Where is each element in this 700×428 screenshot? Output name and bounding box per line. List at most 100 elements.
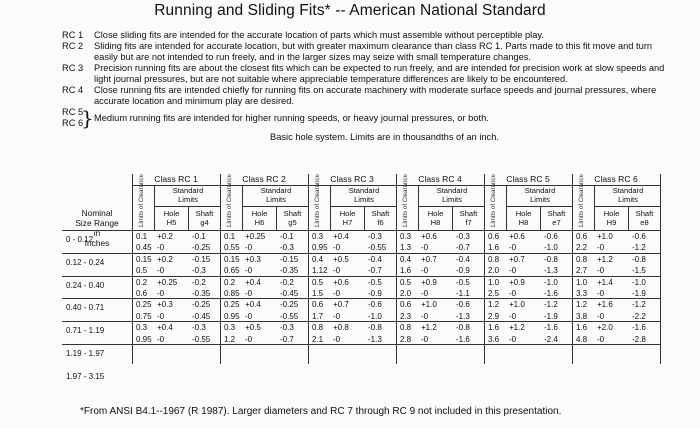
table-rule bbox=[154, 185, 155, 230]
table-cell: 0.45 bbox=[136, 243, 152, 253]
hole-grade: H6 bbox=[254, 218, 265, 227]
footnote: *From ANSI B4.1--1967 (R 1987). Larger d… bbox=[80, 406, 562, 417]
table-cell: -0.1 bbox=[192, 232, 206, 241]
table-cell: +0.3 bbox=[157, 300, 173, 310]
shaft-label: Shaft bbox=[635, 209, 654, 218]
definition-code: RC 6 bbox=[62, 118, 84, 128]
brace-glyph: } bbox=[81, 106, 94, 130]
definition-text: Medium running fits are intended for hig… bbox=[94, 113, 489, 123]
definition-text: Close sliding fits are intended for the … bbox=[94, 30, 544, 40]
table-cell: 2.3 bbox=[400, 311, 412, 321]
table-cell: -0 bbox=[597, 243, 605, 253]
fit-table: Nominal Size Range in Inches Class RC 1 L… bbox=[62, 174, 682, 402]
table-cell: 2.5 bbox=[488, 289, 500, 298]
limits-of-clearance-label: Limits of Clearance bbox=[490, 174, 497, 227]
table-cell: -0 bbox=[333, 334, 341, 344]
table-cell: 0.3 bbox=[224, 323, 236, 333]
table-cell: -0 bbox=[509, 311, 517, 321]
table-cell: -0 bbox=[157, 334, 165, 344]
table-cell: -0.3 bbox=[368, 232, 382, 241]
hole-grade: H5 bbox=[166, 218, 177, 227]
table-cell: +0.6 bbox=[509, 232, 525, 241]
table-rule bbox=[154, 206, 220, 207]
table-cell: 0.5 bbox=[400, 277, 412, 287]
table-cell: -0 bbox=[333, 266, 341, 276]
table-cell: +0.7 bbox=[509, 254, 525, 264]
table-cell: -0 bbox=[509, 334, 517, 344]
table-cell: -0.6 bbox=[368, 300, 382, 310]
table-rule bbox=[506, 206, 572, 207]
table-cell: -0.7 bbox=[280, 334, 294, 344]
table-cell: -0.7 bbox=[456, 243, 470, 253]
size-range-label: 0.71 - 1.19 bbox=[66, 326, 105, 336]
table-cell: -1.3 bbox=[544, 266, 558, 276]
table-cell: 0.6 bbox=[576, 232, 588, 241]
table-cell: 0.15 bbox=[136, 254, 152, 264]
table-rule bbox=[452, 206, 453, 230]
standard-limits-label: Standard bbox=[524, 186, 556, 195]
table-cell: 2.8 bbox=[400, 334, 412, 344]
table-rule bbox=[242, 206, 308, 207]
table-cell: -0 bbox=[157, 243, 165, 253]
table-cell: +2.0 bbox=[597, 323, 613, 333]
table-cell: -1.9 bbox=[544, 311, 558, 321]
table-cell: -0 bbox=[421, 289, 429, 298]
definition-codes: RC 5 RC 6 bbox=[62, 107, 83, 129]
limits-of-clearance-label: Limits of Clearance bbox=[578, 174, 585, 227]
table-cell: 0.15 bbox=[224, 254, 240, 264]
table-cell: +0.2 bbox=[157, 232, 173, 241]
table-cell: -0.6 bbox=[632, 232, 646, 241]
header-line: Inches bbox=[84, 238, 110, 248]
header-line: Nominal bbox=[81, 208, 113, 218]
table-cell: 0.25 bbox=[136, 300, 152, 310]
table-cell: -0.9 bbox=[456, 266, 470, 276]
table-cell: -0 bbox=[333, 311, 341, 321]
header-line: Size Range bbox=[75, 218, 119, 228]
table-cell: 0.55 bbox=[224, 243, 240, 253]
table-cell: +1.2 bbox=[421, 323, 437, 333]
table-cell: +0.4 bbox=[157, 323, 173, 333]
definition-code: RC 2 bbox=[62, 41, 84, 51]
table-cell: +1.2 bbox=[597, 254, 613, 264]
table-cell: 0.95 bbox=[136, 334, 152, 344]
table-cell: 0.3 bbox=[312, 232, 324, 241]
table-cell: -0 bbox=[245, 289, 253, 298]
table-cell: +0.5 bbox=[333, 254, 349, 264]
definition-text: Sliding fits are intended for accurate l… bbox=[94, 41, 653, 62]
table-cell: 1.0 bbox=[576, 277, 588, 287]
table-rule bbox=[660, 174, 661, 364]
table-cell: +0.7 bbox=[421, 254, 437, 264]
table-cell: -2.2 bbox=[632, 311, 646, 321]
table-cell: -0.45 bbox=[280, 289, 299, 298]
table-cell: 1.6 bbox=[576, 323, 588, 333]
table-cell: -0.2 bbox=[280, 277, 294, 287]
table-rule bbox=[62, 344, 660, 345]
table-cell: +1.0 bbox=[597, 232, 613, 241]
standard-limits-label: Limits bbox=[618, 195, 638, 204]
limits-of-clearance-label: Limits of Clearance bbox=[314, 174, 321, 227]
table-cell: -1.6 bbox=[544, 323, 558, 333]
table-rule bbox=[594, 206, 660, 207]
table-cell: -0 bbox=[509, 243, 517, 253]
table-rule bbox=[418, 206, 484, 207]
table-rule bbox=[62, 321, 660, 323]
table-cell: -0.9 bbox=[368, 289, 382, 298]
table-cell: -0.25 bbox=[192, 243, 211, 253]
table-cell: -0 bbox=[245, 334, 253, 344]
table-cell: 0.1 bbox=[136, 232, 148, 241]
table-cell: 0.6 bbox=[488, 232, 500, 241]
standard-limits-label: Standard bbox=[436, 186, 468, 195]
table-cell: +0.9 bbox=[509, 277, 525, 287]
table-cell: 0.8 bbox=[312, 323, 324, 333]
table-cell: -1.6 bbox=[632, 323, 646, 333]
table-rule bbox=[132, 185, 220, 186]
definition-code: RC 3 bbox=[62, 63, 84, 73]
shaft-grade: g4 bbox=[200, 218, 209, 227]
table-cell: +0.6 bbox=[421, 232, 437, 241]
table-rule bbox=[506, 185, 507, 230]
table-cell: -0 bbox=[597, 311, 605, 321]
table-cell: -0.3 bbox=[280, 243, 294, 253]
table-cell: -0 bbox=[333, 243, 341, 253]
shaft-label: Shaft bbox=[371, 209, 390, 218]
definition-text: Close running fits are intended chiefly … bbox=[94, 85, 657, 106]
